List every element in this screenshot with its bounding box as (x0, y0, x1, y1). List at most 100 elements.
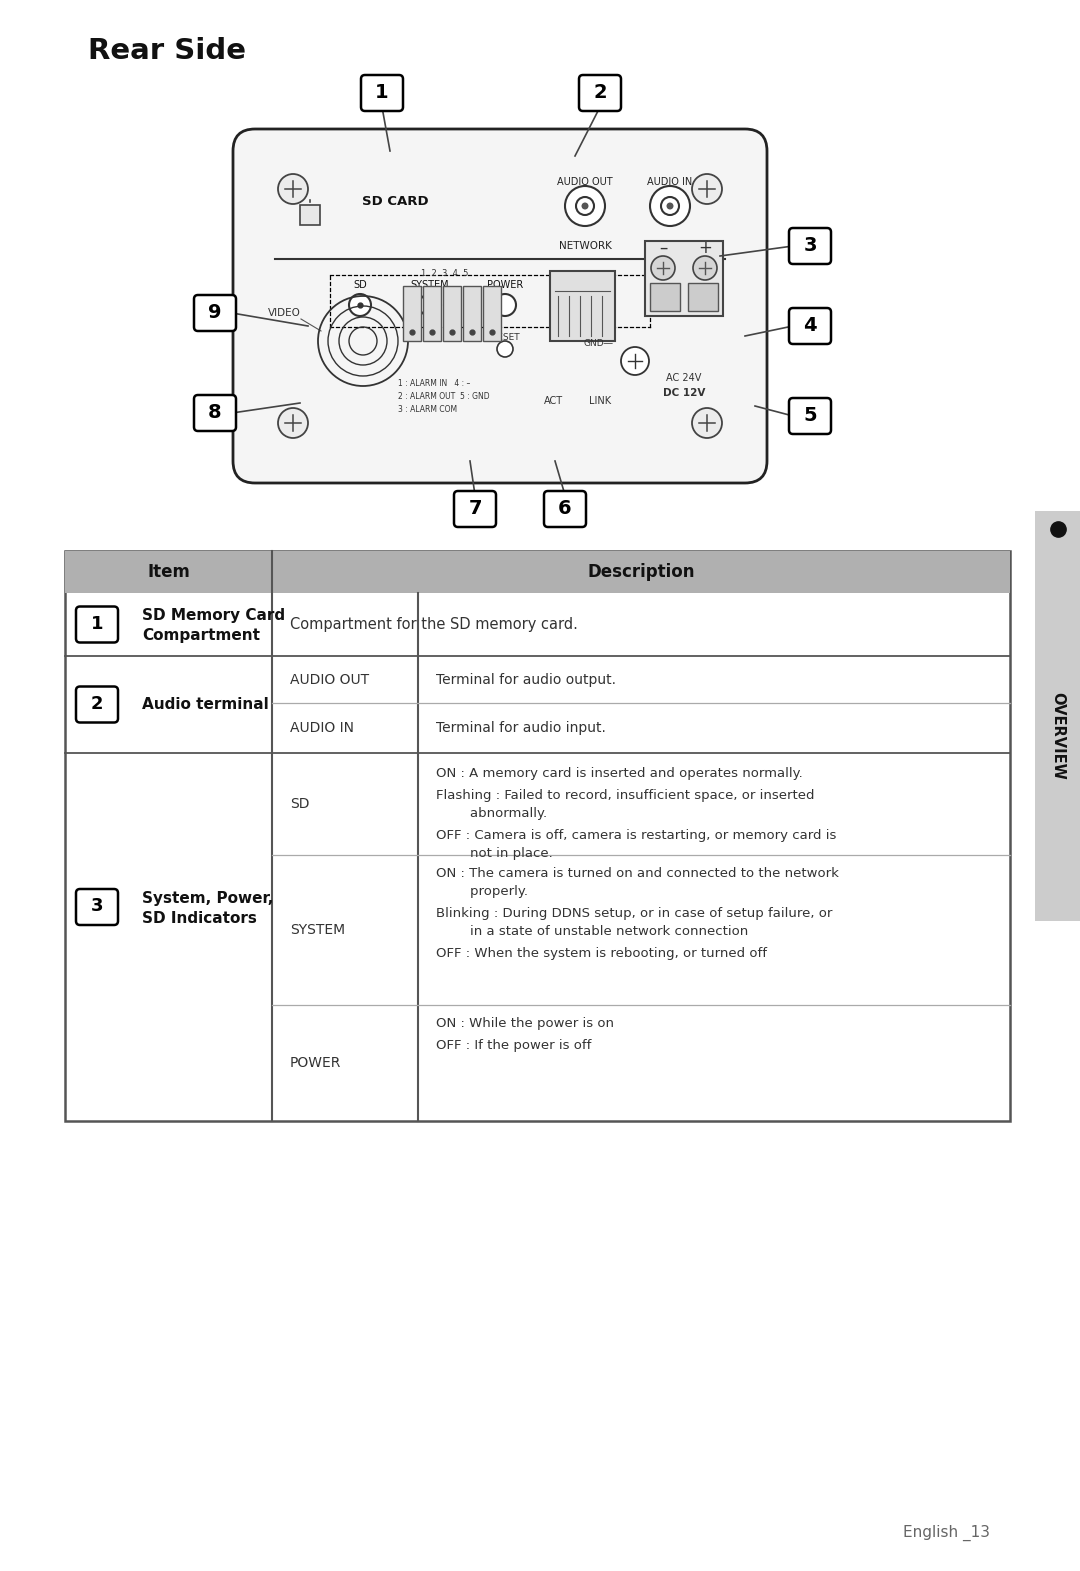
Bar (688, 283, 718, 311)
Text: AC 24V: AC 24V (666, 372, 702, 383)
Circle shape (497, 341, 513, 357)
FancyBboxPatch shape (789, 228, 831, 264)
Bar (65, 551, 1010, 592)
Circle shape (692, 408, 723, 438)
Text: SD Indicators: SD Indicators (141, 911, 257, 925)
Text: 8: 8 (208, 402, 221, 421)
Bar (65, 551, 1010, 1122)
Circle shape (661, 196, 679, 215)
Text: Rear Side: Rear Side (87, 38, 246, 64)
Bar (463, 286, 481, 341)
Text: POWER: POWER (487, 280, 523, 291)
Text: VIDEO: VIDEO (268, 308, 301, 317)
Text: 1: 1 (91, 614, 104, 633)
Text: 1  2  3  4  5: 1 2 3 4 5 (421, 269, 469, 278)
Text: Terminal for audio input.: Terminal for audio input. (436, 721, 606, 735)
Text: ON : A memory card is inserted and operates normally.: ON : A memory card is inserted and opera… (436, 767, 802, 779)
Text: LINK: LINK (589, 396, 611, 405)
Text: 4: 4 (804, 316, 816, 335)
Text: OVERVIEW: OVERVIEW (1050, 693, 1065, 779)
Bar (645, 240, 723, 316)
Text: 9: 9 (208, 303, 221, 322)
Bar (650, 283, 680, 311)
Text: Blinking : During DDNS setup, or in case of setup failure, or: Blinking : During DDNS setup, or in case… (436, 906, 833, 921)
Text: ON : The camera is turned on and connected to the network: ON : The camera is turned on and connect… (436, 867, 839, 880)
Bar (1035, 511, 1080, 921)
Text: ON : While the power is on: ON : While the power is on (436, 1016, 615, 1031)
Circle shape (278, 174, 308, 204)
Text: AUDIO OUT: AUDIO OUT (291, 672, 369, 687)
Text: SD Memory Card: SD Memory Card (141, 608, 285, 624)
FancyBboxPatch shape (76, 889, 118, 925)
Text: OFF : When the system is rebooting, or turned off: OFF : When the system is rebooting, or t… (436, 947, 767, 960)
Circle shape (278, 408, 308, 438)
Text: 2: 2 (593, 83, 607, 102)
Text: 2: 2 (91, 694, 104, 713)
Text: OFF : If the power is off: OFF : If the power is off (436, 1038, 592, 1053)
Text: 1: 1 (375, 83, 389, 102)
Circle shape (692, 174, 723, 204)
Text: SD: SD (353, 280, 367, 291)
FancyBboxPatch shape (76, 687, 118, 723)
FancyBboxPatch shape (789, 397, 831, 434)
Circle shape (650, 185, 690, 226)
Text: properly.: properly. (436, 884, 528, 899)
Text: 7: 7 (469, 498, 482, 517)
Text: ACT: ACT (543, 396, 563, 405)
Text: SD CARD: SD CARD (362, 195, 429, 207)
Text: AUDIO IN: AUDIO IN (647, 178, 692, 187)
Bar (300, 204, 320, 225)
Bar (550, 272, 615, 341)
Text: in a state of unstable network connection: in a state of unstable network connectio… (436, 925, 748, 938)
Text: SYSTEM: SYSTEM (291, 924, 346, 936)
FancyBboxPatch shape (361, 75, 403, 112)
Text: RESET: RESET (490, 333, 519, 341)
Text: DC 12V: DC 12V (663, 388, 705, 397)
Text: AUDIO IN: AUDIO IN (291, 721, 354, 735)
Text: 3 : ALARM COM: 3 : ALARM COM (399, 404, 457, 413)
Text: POWER: POWER (291, 1056, 341, 1070)
Bar (423, 286, 441, 341)
Circle shape (576, 196, 594, 215)
Bar (403, 286, 421, 341)
Circle shape (693, 256, 717, 280)
FancyBboxPatch shape (233, 129, 767, 482)
FancyBboxPatch shape (454, 492, 496, 526)
Text: Compartment for the SD memory card.: Compartment for the SD memory card. (291, 617, 578, 632)
Text: +: + (698, 239, 712, 258)
Text: OFF : Camera is off, camera is restarting, or memory card is: OFF : Camera is off, camera is restartin… (436, 829, 836, 842)
Bar (483, 286, 501, 341)
Text: 3: 3 (91, 897, 104, 914)
Text: NETWORK: NETWORK (558, 240, 611, 251)
Text: 5: 5 (804, 405, 816, 424)
Text: AUDIO OUT: AUDIO OUT (557, 178, 612, 187)
Circle shape (565, 185, 605, 226)
Text: –: – (659, 239, 667, 258)
Text: System, Power,: System, Power, (141, 891, 273, 905)
Circle shape (419, 294, 441, 316)
Circle shape (494, 294, 516, 316)
Text: Item: Item (147, 562, 190, 581)
FancyBboxPatch shape (789, 308, 831, 344)
Text: Flashing : Failed to record, insufficient space, or inserted: Flashing : Failed to record, insufficien… (436, 789, 814, 803)
Text: 3: 3 (804, 236, 816, 255)
Text: GND―: GND― (583, 338, 613, 347)
Text: 2 : ALARM OUT  5 : GND: 2 : ALARM OUT 5 : GND (399, 391, 489, 401)
Circle shape (581, 203, 589, 209)
Text: Audio terminal: Audio terminal (141, 698, 269, 712)
FancyBboxPatch shape (194, 394, 237, 430)
Circle shape (666, 203, 674, 209)
FancyBboxPatch shape (544, 492, 586, 526)
FancyBboxPatch shape (579, 75, 621, 112)
Text: not in place.: not in place. (436, 847, 553, 859)
Text: abnormally.: abnormally. (436, 807, 548, 820)
Circle shape (651, 256, 675, 280)
Text: Compartment: Compartment (141, 628, 260, 643)
Circle shape (349, 294, 372, 316)
Text: 1 : ALARM IN   4 : –: 1 : ALARM IN 4 : – (399, 379, 471, 388)
Bar (443, 286, 461, 341)
FancyBboxPatch shape (76, 606, 118, 643)
Text: Terminal for audio output.: Terminal for audio output. (436, 672, 616, 687)
Text: Description: Description (588, 562, 694, 581)
FancyBboxPatch shape (194, 295, 237, 331)
